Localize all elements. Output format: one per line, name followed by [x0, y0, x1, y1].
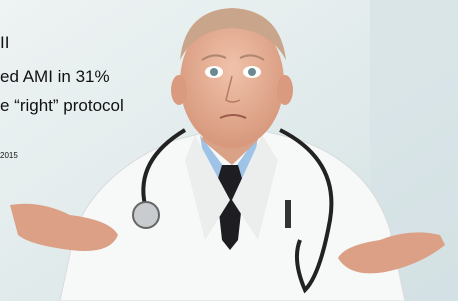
slide-line: e “right” protocol — [0, 96, 124, 115]
pen — [285, 200, 291, 228]
citation: 2015 — [0, 151, 18, 160]
photo: II ed AMI in 31% e “right” protocol 2015 — [0, 0, 458, 301]
page: II ed AMI in 31% e “right” protocol 2015… — [0, 0, 458, 301]
ear — [277, 75, 293, 105]
ear — [171, 75, 187, 105]
pupil — [210, 68, 218, 76]
stethoscope-head — [133, 202, 159, 228]
pupil — [248, 68, 256, 76]
slide-line: II — [0, 33, 9, 52]
slide-line: ed AMI in 31% — [0, 67, 110, 86]
